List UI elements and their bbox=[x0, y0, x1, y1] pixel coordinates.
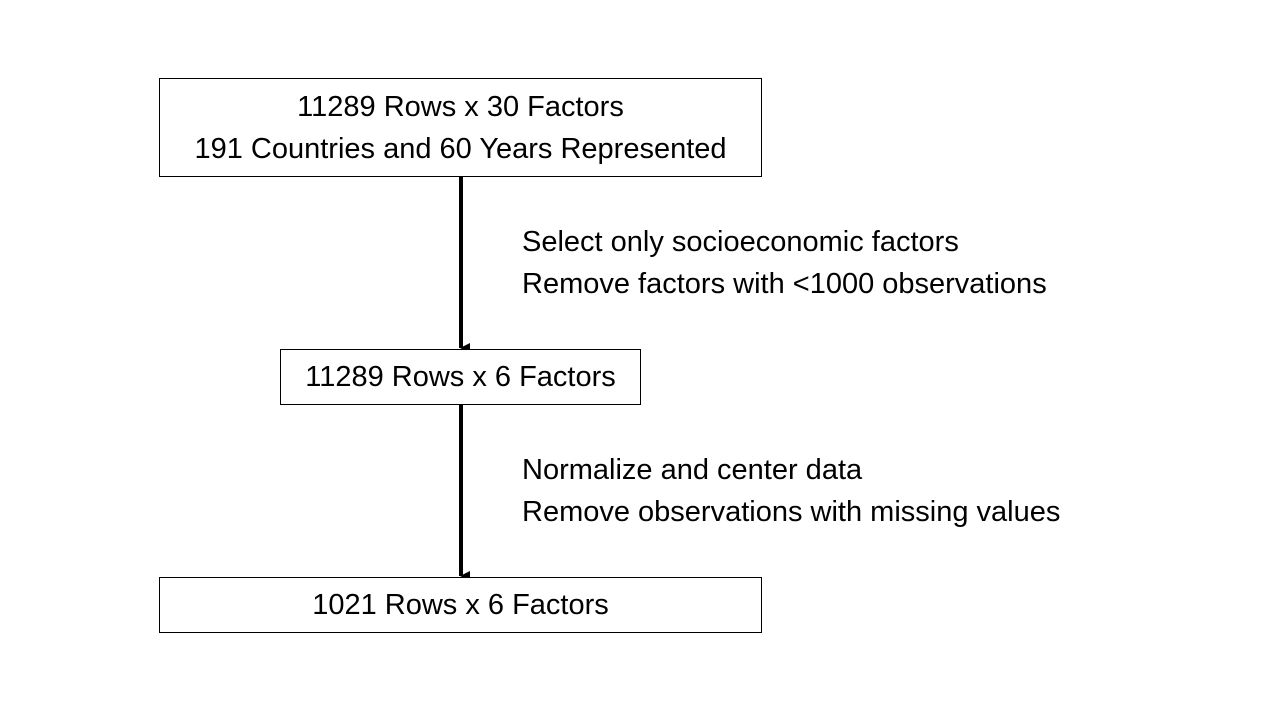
step-2-line-1: Normalize and center data bbox=[522, 454, 863, 486]
step-1-label: Select only socioeconomic factors Remove… bbox=[522, 221, 1047, 305]
step-1-line-1: Select only socioeconomic factors bbox=[522, 226, 959, 258]
step-2-label: Normalize and center data Remove observa… bbox=[522, 449, 1060, 533]
filtered-dataset-line-1: 11289 Rows x 6 Factors bbox=[305, 361, 616, 393]
final-dataset-line-1: 1021 Rows x 6 Factors bbox=[312, 589, 609, 621]
initial-dataset-line-1: 11289 Rows x 30 Factors bbox=[297, 90, 624, 123]
filtered-dataset-box: 11289 Rows x 6 Factors bbox=[280, 349, 641, 405]
final-dataset-box: 1021 Rows x 6 Factors bbox=[159, 577, 762, 633]
step-2-line-2: Remove observations with missing values bbox=[522, 496, 1061, 528]
step-1-line-2: Remove factors with <1000 observations bbox=[522, 268, 1047, 300]
initial-dataset-line-2: 191 Countries and 60 Years Represented bbox=[194, 132, 727, 165]
initial-dataset-box: 11289 Rows x 30 Factors 191 Countries an… bbox=[159, 78, 762, 177]
